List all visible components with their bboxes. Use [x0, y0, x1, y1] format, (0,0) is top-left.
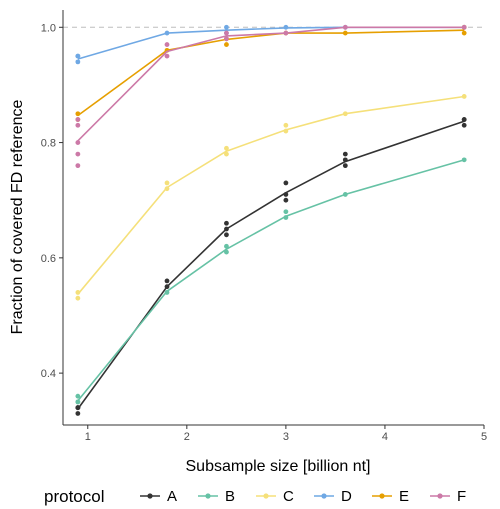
data-point-c [283, 122, 289, 128]
data-point-b [461, 157, 467, 163]
series-line-b [77, 159, 465, 402]
data-point-e [461, 30, 467, 36]
legend-label-c: C [283, 488, 294, 505]
data-point-f [283, 30, 289, 36]
legend-key-point-f [437, 493, 443, 499]
data-point-f [164, 42, 170, 47]
data-point-f [75, 151, 81, 157]
x-axis-title: Subsample size [billion nt] [186, 458, 371, 475]
axes: 0.4 0.6 0.8 1.0 1 2 3 4 5 [41, 10, 487, 443]
legend-key-point-e [379, 493, 385, 499]
data-point-f [224, 30, 229, 36]
data-point-d [283, 24, 289, 30]
data-point-e [342, 30, 348, 36]
x-tick-label: 4 [382, 431, 388, 443]
data-point-a [75, 405, 81, 411]
data-point-f [75, 117, 81, 122]
data-point-b [164, 290, 170, 295]
legend-label-d: D [341, 488, 352, 505]
legend-title: protocol [44, 487, 104, 506]
data-point-a [283, 180, 289, 186]
legend-key-point-d [321, 493, 327, 499]
legend-key-point-b [205, 493, 211, 499]
series-line-f [77, 26, 465, 142]
data-point-a [224, 232, 229, 238]
data-point-c [342, 111, 348, 117]
data-point-c [283, 128, 289, 134]
legend: protocol A B C D E F [44, 487, 466, 506]
legend-key-point-a [147, 493, 153, 499]
data-point-d [75, 59, 81, 65]
x-tick-label: 3 [283, 431, 289, 443]
data-point-f [461, 24, 467, 30]
data-point-a [283, 197, 289, 203]
y-axis-title: Fraction of covered FD reference [9, 100, 26, 335]
series-line-a [77, 120, 465, 410]
legend-label-a: A [167, 488, 177, 505]
data-point-c [164, 180, 170, 186]
data-point-a [224, 220, 229, 226]
data-point-a [461, 122, 467, 128]
legend-label-e: E [399, 488, 409, 505]
data-point-c [164, 186, 170, 192]
x-tick-label: 2 [184, 431, 190, 443]
y-tick-label: 1.0 [41, 22, 56, 34]
y-tick-label: 0.6 [41, 253, 56, 265]
data-point-f [164, 53, 170, 59]
data-point-c [461, 94, 467, 99]
data-point-f [75, 163, 81, 169]
legend-label-b: B [225, 488, 235, 505]
data-point-a [283, 192, 289, 197]
series-line-e [77, 29, 465, 117]
data-point-e [75, 111, 81, 117]
data-point-e [224, 42, 229, 47]
data-point-d [224, 24, 229, 30]
data-point-b [224, 243, 229, 249]
data-point-b [283, 209, 289, 215]
data-point-d [164, 30, 170, 36]
data-point-c [224, 151, 229, 157]
data-point-b [75, 393, 81, 399]
data-point-c [75, 295, 81, 301]
y-tick-label: 0.8 [41, 138, 56, 150]
data-point-b [342, 192, 348, 197]
legend-key-point-c [263, 493, 269, 499]
data-point-a [342, 163, 348, 169]
series-line-c [77, 95, 465, 295]
data-point-d [75, 53, 81, 59]
data-point-a [342, 151, 348, 157]
data-point-f [75, 122, 81, 128]
x-tick-label: 5 [481, 431, 487, 443]
data-point-a [342, 157, 348, 163]
x-tick-label: 1 [85, 431, 91, 443]
data-point-f [342, 24, 348, 30]
data-point-c [75, 290, 81, 295]
data-point-f [75, 140, 81, 145]
data-point-a [164, 284, 170, 290]
data-point-a [164, 278, 170, 284]
data-point-a [224, 226, 229, 232]
data-point-a [461, 117, 467, 122]
plot-area [63, 24, 484, 416]
legend-label-f: F [457, 488, 466, 505]
data-point-a [75, 411, 81, 416]
data-point-b [75, 399, 81, 405]
data-point-b [224, 249, 229, 255]
y-tick-label: 0.4 [41, 368, 56, 380]
data-point-c [224, 145, 229, 151]
data-point-b [283, 215, 289, 220]
data-point-f [224, 36, 229, 42]
